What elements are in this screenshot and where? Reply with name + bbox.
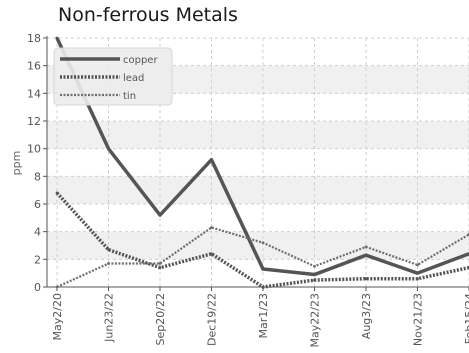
y-tick-label: 12 bbox=[27, 115, 41, 128]
data-point-tin bbox=[416, 263, 419, 267]
data-point-copper bbox=[261, 267, 265, 271]
data-point-lead bbox=[210, 252, 213, 256]
axes bbox=[46, 36, 469, 288]
y-tick-label: 18 bbox=[27, 32, 41, 45]
legend-label-copper: copper bbox=[123, 55, 158, 66]
data-point-tin bbox=[55, 285, 59, 289]
x-tick-labels: May2/20 Jun23/22 Sep20/22 Dec19/22 Mar1/23 Ma… bbox=[51, 287, 469, 347]
data-point-lead bbox=[313, 278, 316, 282]
data-point-lead bbox=[107, 248, 110, 252]
data-point-tin bbox=[210, 226, 213, 229]
y-axis-label: ppm bbox=[10, 151, 23, 176]
y-tick-labels: 0 2 4 6 8 10 12 14 16 18 bbox=[27, 32, 47, 294]
data-point-tin bbox=[364, 245, 368, 249]
data-point-tin bbox=[261, 241, 265, 245]
x-tick-label: Aug3/23 bbox=[360, 293, 373, 339]
data-point-lead bbox=[416, 277, 419, 281]
legend-label-lead: lead bbox=[123, 73, 144, 84]
data-point-copper bbox=[158, 213, 162, 217]
data-point-lead bbox=[364, 277, 368, 281]
data-point-tin bbox=[313, 264, 316, 268]
legend-label-tin: tin bbox=[123, 91, 136, 102]
y-tick-label: 6 bbox=[34, 198, 41, 211]
data-point-copper bbox=[210, 158, 213, 162]
data-point-tin bbox=[107, 262, 110, 265]
y-tick-label: 0 bbox=[34, 281, 41, 294]
chart-title: Non-ferrous Metals bbox=[58, 4, 238, 26]
data-point-lead bbox=[261, 285, 265, 289]
x-tick-label: May2/20 bbox=[51, 293, 64, 340]
x-tick-label: Dec19/22 bbox=[206, 293, 219, 346]
y-tick-label: 2 bbox=[34, 253, 41, 266]
x-tick-label: May22/23 bbox=[309, 293, 322, 347]
data-point-lead bbox=[158, 266, 162, 270]
y-tick-label: 4 bbox=[34, 226, 41, 239]
y-tick-label: 8 bbox=[34, 170, 41, 183]
x-tick-label: Mar1/23 bbox=[257, 293, 270, 338]
x-tick-label: Feb15/24 bbox=[463, 293, 469, 344]
y-tick-label: 16 bbox=[27, 60, 41, 73]
data-point-copper bbox=[313, 273, 316, 276]
x-tick-label: Nov21/23 bbox=[412, 293, 425, 346]
grid-band bbox=[47, 121, 469, 149]
data-point-tin bbox=[158, 262, 162, 265]
data-point-copper bbox=[107, 147, 110, 151]
data-point-copper bbox=[364, 253, 368, 257]
data-point-copper bbox=[55, 36, 59, 40]
grid-band bbox=[47, 176, 469, 204]
y-tick-label: 14 bbox=[27, 87, 41, 100]
data-point-copper bbox=[416, 271, 419, 275]
x-tick-label: Sep20/22 bbox=[154, 293, 167, 345]
y-tick-label: 10 bbox=[27, 143, 41, 156]
legend: copper lead tin bbox=[53, 47, 173, 106]
data-point-lead bbox=[55, 191, 59, 195]
series-lines bbox=[55, 36, 469, 289]
x-tick-label: Jun23/22 bbox=[103, 293, 116, 343]
